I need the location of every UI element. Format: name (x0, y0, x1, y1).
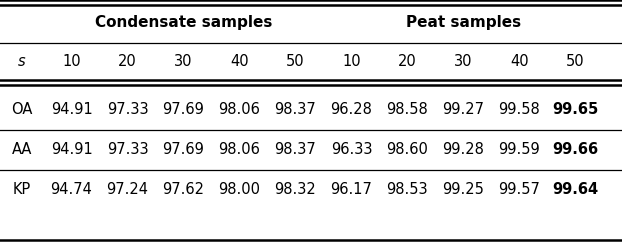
Text: 50: 50 (566, 55, 585, 69)
Text: KP: KP (12, 183, 31, 197)
Text: 97.24: 97.24 (106, 183, 149, 197)
Text: 99.64: 99.64 (552, 183, 598, 197)
Text: 97.62: 97.62 (162, 183, 205, 197)
Text: 98.60: 98.60 (386, 143, 429, 157)
Text: 20: 20 (118, 55, 137, 69)
Text: Condensate samples: Condensate samples (95, 15, 272, 31)
Text: 97.69: 97.69 (162, 102, 205, 118)
Text: 98.58: 98.58 (386, 102, 429, 118)
Text: 30: 30 (174, 55, 193, 69)
Text: AA: AA (12, 143, 32, 157)
Text: OA: OA (11, 102, 32, 118)
Text: 98.32: 98.32 (274, 183, 317, 197)
Text: 97.33: 97.33 (107, 143, 148, 157)
Text: 98.06: 98.06 (218, 143, 261, 157)
Text: 96.33: 96.33 (331, 143, 372, 157)
Text: 99.66: 99.66 (552, 143, 598, 157)
Text: 99.27: 99.27 (442, 102, 485, 118)
Text: 96.28: 96.28 (330, 102, 373, 118)
Text: 30: 30 (454, 55, 473, 69)
Text: 98.37: 98.37 (274, 102, 317, 118)
Text: 50: 50 (286, 55, 305, 69)
Text: 99.28: 99.28 (442, 143, 485, 157)
Text: 94.91: 94.91 (50, 143, 93, 157)
Text: 97.69: 97.69 (162, 143, 205, 157)
Text: s: s (18, 55, 26, 69)
Text: 99.59: 99.59 (498, 143, 541, 157)
Text: 96.17: 96.17 (330, 183, 373, 197)
Text: 94.91: 94.91 (50, 102, 93, 118)
Text: 98.37: 98.37 (274, 143, 317, 157)
Text: Peat samples: Peat samples (406, 15, 521, 31)
Text: 40: 40 (230, 55, 249, 69)
Text: 99.25: 99.25 (442, 183, 485, 197)
Text: 40: 40 (510, 55, 529, 69)
Text: 10: 10 (342, 55, 361, 69)
Text: 98.00: 98.00 (218, 183, 261, 197)
Text: 10: 10 (62, 55, 81, 69)
Text: 94.74: 94.74 (50, 183, 93, 197)
Text: 20: 20 (398, 55, 417, 69)
Text: 97.33: 97.33 (107, 102, 148, 118)
Text: 98.53: 98.53 (387, 183, 428, 197)
Text: 98.06: 98.06 (218, 102, 261, 118)
Text: 99.58: 99.58 (498, 102, 541, 118)
Text: 99.57: 99.57 (498, 183, 541, 197)
Text: 99.65: 99.65 (552, 102, 598, 118)
